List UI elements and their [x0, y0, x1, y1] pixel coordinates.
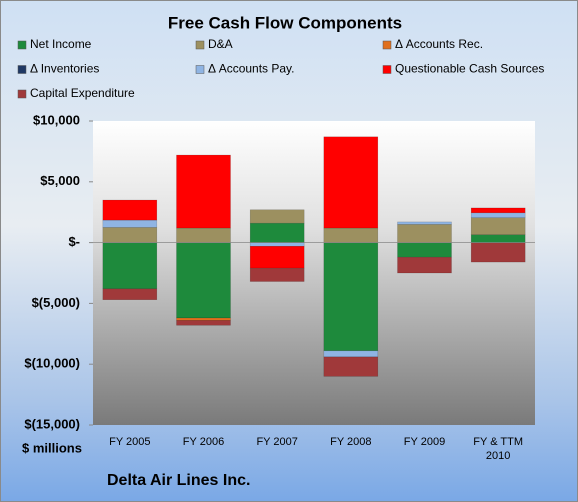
x-tick-label: FY 2009 [403, 436, 446, 448]
legend-swatch [17, 65, 27, 74]
bar-segment [176, 154, 231, 229]
y-tick-label: $10,000 [33, 112, 80, 127]
x-tick-label: FY & TTM 2010 [473, 436, 524, 462]
y-tick-label: $(5,000) [32, 295, 80, 310]
bar-segment [176, 242, 231, 319]
x-tick-label: FY 2008 [330, 436, 372, 448]
bar-segment [397, 256, 452, 274]
bar-segment [470, 207, 526, 214]
legend-swatch [195, 65, 205, 74]
legend-swatch [382, 40, 392, 50]
bar-segment [102, 242, 158, 290]
y-tick-label: $- [68, 234, 80, 249]
bar-segment [249, 245, 305, 269]
chart-title: Free Cash Flow Components [168, 13, 402, 32]
plot-area [93, 121, 535, 425]
bar-segment [249, 209, 305, 224]
legend-label: Δ Accounts Pay. [208, 62, 295, 76]
legend-swatch [382, 65, 392, 74]
legend-label: Questionable Cash Sources [395, 62, 544, 76]
bar-segment [102, 199, 158, 221]
legend-swatch [17, 89, 27, 99]
legend-swatch [195, 40, 205, 50]
bar-segment [397, 221, 452, 225]
bar-segment [323, 136, 379, 229]
x-tick-label: FY 2006 [182, 436, 225, 448]
bar-segment [176, 317, 231, 321]
legend-label: Δ Accounts Rec. [395, 37, 483, 51]
y-axis-label: $ millions [22, 440, 82, 455]
bar-segment [397, 224, 452, 243]
y-tick-label: $(15,000) [24, 416, 80, 431]
bar-segment [176, 320, 231, 326]
bar-segment [249, 242, 305, 247]
bar-segment [249, 222, 305, 243]
x-tick-label: FY 2005 [109, 436, 151, 448]
y-tick-label: $(10,000) [24, 356, 80, 371]
bar-segment [323, 350, 379, 358]
y-tick-label: $5,000 [40, 173, 80, 188]
legend-swatch [17, 40, 27, 50]
bar-segment [102, 288, 158, 301]
bar-segment [470, 234, 526, 243]
bar-segment [102, 227, 158, 243]
bar-segment [102, 219, 158, 228]
bar-segment [323, 227, 379, 243]
footer: Delta Air Lines Inc. [107, 472, 250, 489]
legend-label: Capital Expenditure [30, 86, 135, 100]
bar-segment [470, 212, 526, 218]
bar-segment [323, 356, 379, 377]
bar-segment [323, 242, 379, 352]
bar-segment [470, 242, 526, 263]
bar-segment [397, 242, 452, 258]
legend-label: Net Income [30, 37, 92, 51]
legend-label: Δ Inventories [30, 62, 99, 76]
bar-segment [176, 227, 231, 243]
x-tick-label: FY 2007 [256, 436, 298, 448]
legend-label: D&A [208, 37, 233, 51]
bar-segment [470, 217, 526, 235]
bar-segment [249, 267, 305, 282]
